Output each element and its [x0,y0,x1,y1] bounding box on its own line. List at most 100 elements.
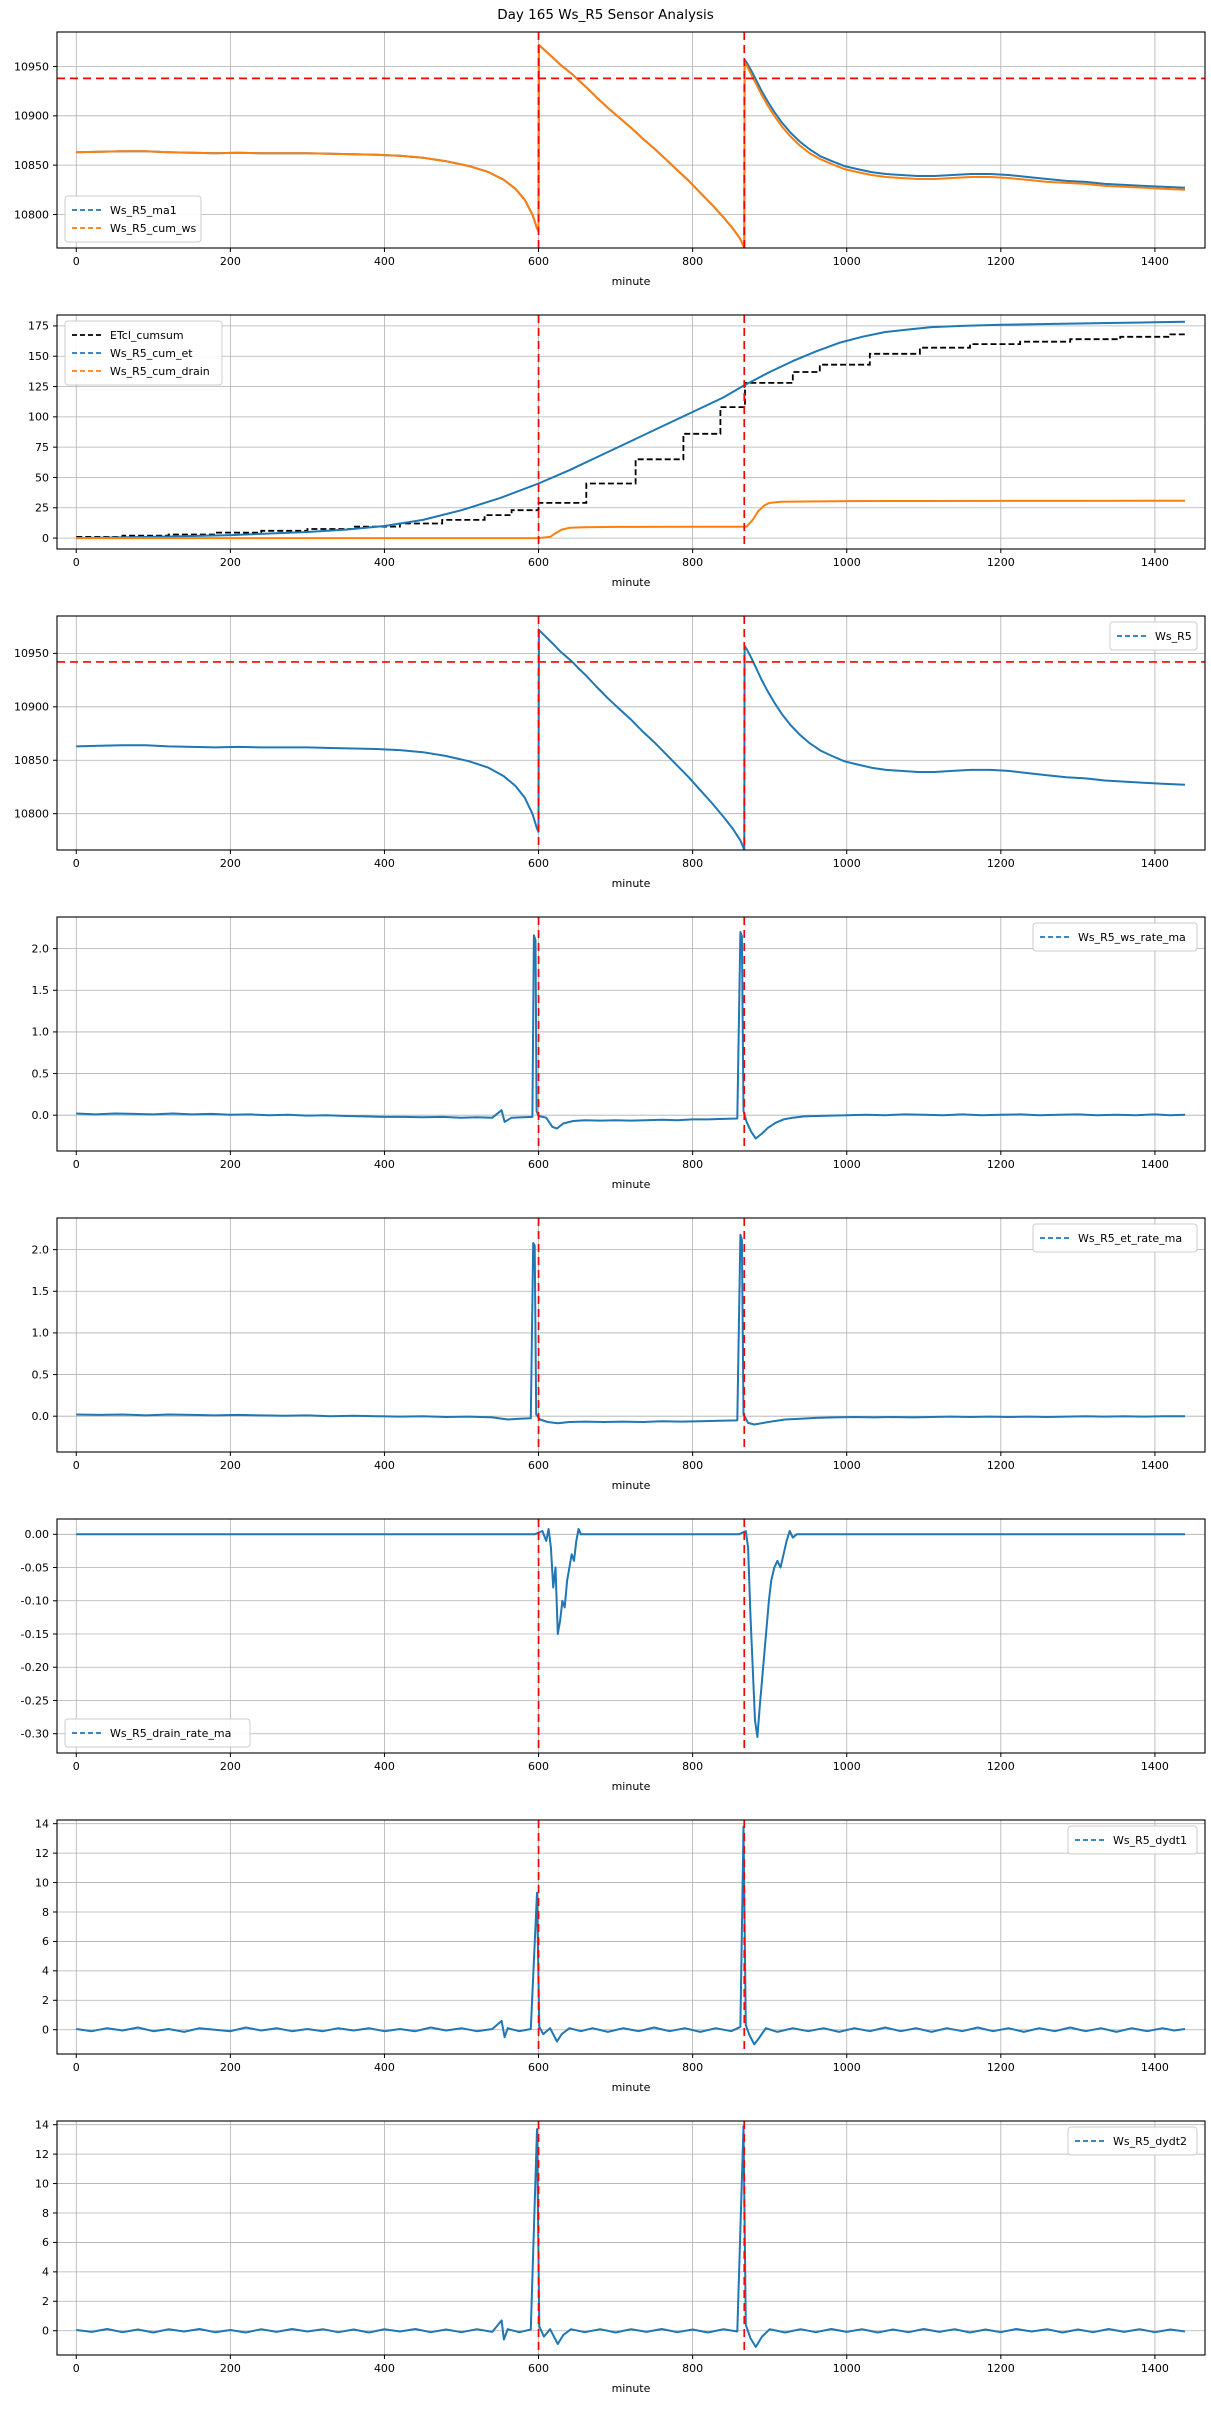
svg-text:4: 4 [42,2266,49,2279]
svg-text:0: 0 [42,532,49,545]
svg-text:600: 600 [528,1158,549,1171]
svg-text:Ws_R5_cum_drain: Ws_R5_cum_drain [110,365,210,378]
svg-text:800: 800 [682,1158,703,1171]
svg-text:minute: minute [612,1479,651,1492]
svg-text:200: 200 [220,1760,241,1773]
svg-text:0.5: 0.5 [32,1368,50,1381]
svg-text:0: 0 [73,1459,80,1472]
svg-text:400: 400 [374,2362,395,2375]
svg-text:minute: minute [612,2081,651,2094]
svg-text:10850: 10850 [14,754,49,767]
svg-text:minute: minute [612,1780,651,1793]
svg-text:0: 0 [73,1760,80,1773]
svg-text:10: 10 [35,1876,49,1889]
svg-text:Ws_R5_et_rate_ma: Ws_R5_et_rate_ma [1078,1232,1182,1245]
svg-text:200: 200 [220,255,241,268]
svg-text:10900: 10900 [14,110,49,123]
svg-text:-0.10: -0.10 [21,1595,49,1608]
svg-text:Ws_R5_cum_et: Ws_R5_cum_et [110,347,193,360]
svg-text:25: 25 [35,502,49,515]
svg-text:800: 800 [682,1760,703,1773]
svg-text:6: 6 [42,2236,49,2249]
svg-text:0: 0 [73,2362,80,2375]
subplot-drain-rate: 0 200 400 600 800 1000 1200 1400 0.00 -0.05 -0.10 -… [0,1505,1211,1806]
svg-text:minute: minute [612,1178,651,1191]
subplot-et-rate: 0 200 400 600 800 1000 1200 1400 0.0 0.5 1.0 1.5 2.0… [0,1204,1211,1505]
svg-text:100: 100 [28,411,49,424]
svg-text:200: 200 [220,857,241,870]
svg-text:400: 400 [374,556,395,569]
svg-text:200: 200 [220,556,241,569]
svg-text:1000: 1000 [833,1459,861,1472]
svg-text:minute: minute [612,275,651,288]
svg-text:800: 800 [682,556,703,569]
svg-text:0: 0 [73,1158,80,1171]
svg-text:0: 0 [73,2061,80,2074]
svg-text:1000: 1000 [833,556,861,569]
svg-text:600: 600 [528,857,549,870]
svg-text:12: 12 [35,1847,49,1860]
svg-text:0: 0 [42,2325,49,2338]
svg-text:1400: 1400 [1141,2061,1169,2074]
svg-text:600: 600 [528,1459,549,1472]
svg-text:1200: 1200 [987,1158,1015,1171]
svg-text:1200: 1200 [987,2362,1015,2375]
svg-text:10850: 10850 [14,159,49,172]
svg-text:400: 400 [374,857,395,870]
svg-text:800: 800 [682,1459,703,1472]
svg-text:10: 10 [35,2177,49,2190]
svg-text:1000: 1000 [833,2061,861,2074]
svg-text:1200: 1200 [987,1459,1015,1472]
svg-text:400: 400 [374,1459,395,1472]
svg-text:200: 200 [220,2061,241,2074]
svg-text:14: 14 [35,2118,49,2131]
svg-text:10950: 10950 [14,647,49,660]
svg-text:Ws_R5_ws_rate_ma: Ws_R5_ws_rate_ma [1078,931,1186,944]
svg-text:1200: 1200 [987,556,1015,569]
figure-title: Day 165 Ws_R5 Sensor Analysis [497,7,714,23]
svg-text:1400: 1400 [1141,2362,1169,2375]
svg-text:-0.25: -0.25 [21,1694,49,1707]
svg-text:2.0: 2.0 [32,1243,50,1256]
svg-text:800: 800 [682,2061,703,2074]
svg-text:0: 0 [73,857,80,870]
svg-text:minute: minute [612,576,651,589]
svg-text:1.0: 1.0 [32,1026,50,1039]
svg-text:200: 200 [220,1459,241,1472]
svg-text:400: 400 [374,1760,395,1773]
svg-text:4: 4 [42,1965,49,1978]
svg-text:1.0: 1.0 [32,1327,50,1340]
svg-text:200: 200 [220,1158,241,1171]
svg-text:600: 600 [528,2061,549,2074]
svg-text:1200: 1200 [987,857,1015,870]
svg-text:8: 8 [42,2207,49,2220]
svg-text:400: 400 [374,2061,395,2074]
svg-text:-0.05: -0.05 [21,1561,49,1574]
svg-text:1000: 1000 [833,2362,861,2375]
svg-text:1400: 1400 [1141,556,1169,569]
svg-text:-0.30: -0.30 [21,1728,49,1741]
svg-text:1000: 1000 [833,857,861,870]
subplot-cumulative: 0 200 400 600 800 1000 1200 1400 0 25 50 75 100 125 15… [0,301,1211,602]
svg-text:1200: 1200 [987,2061,1015,2074]
svg-text:2: 2 [42,2295,49,2308]
subplot-ws-rate: 0 200 400 600 800 1000 1200 1400 0.0 0.5 1.0 1.5 2.0… [0,903,1211,1204]
svg-text:10800: 10800 [14,807,49,820]
subplot-dydt2: 0 200 400 600 800 1000 1200 1400 0 2 4 6 8 10 12 14 minu… [0,2107,1211,2408]
svg-text:10800: 10800 [14,208,49,221]
svg-text:800: 800 [682,857,703,870]
svg-text:400: 400 [374,1158,395,1171]
svg-text:175: 175 [28,320,49,333]
svg-text:0.0: 0.0 [32,1410,50,1423]
svg-text:150: 150 [28,350,49,363]
svg-text:1400: 1400 [1141,857,1169,870]
svg-text:Ws_R5_ma1: Ws_R5_ma1 [110,204,177,217]
svg-text:8: 8 [42,1906,49,1919]
svg-text:Ws_R5: Ws_R5 [1155,630,1192,643]
svg-text:minute: minute [612,2382,651,2395]
svg-text:0.5: 0.5 [32,1067,50,1080]
svg-text:1200: 1200 [987,1760,1015,1773]
svg-text:0.0: 0.0 [32,1109,50,1122]
svg-text:0: 0 [73,255,80,268]
